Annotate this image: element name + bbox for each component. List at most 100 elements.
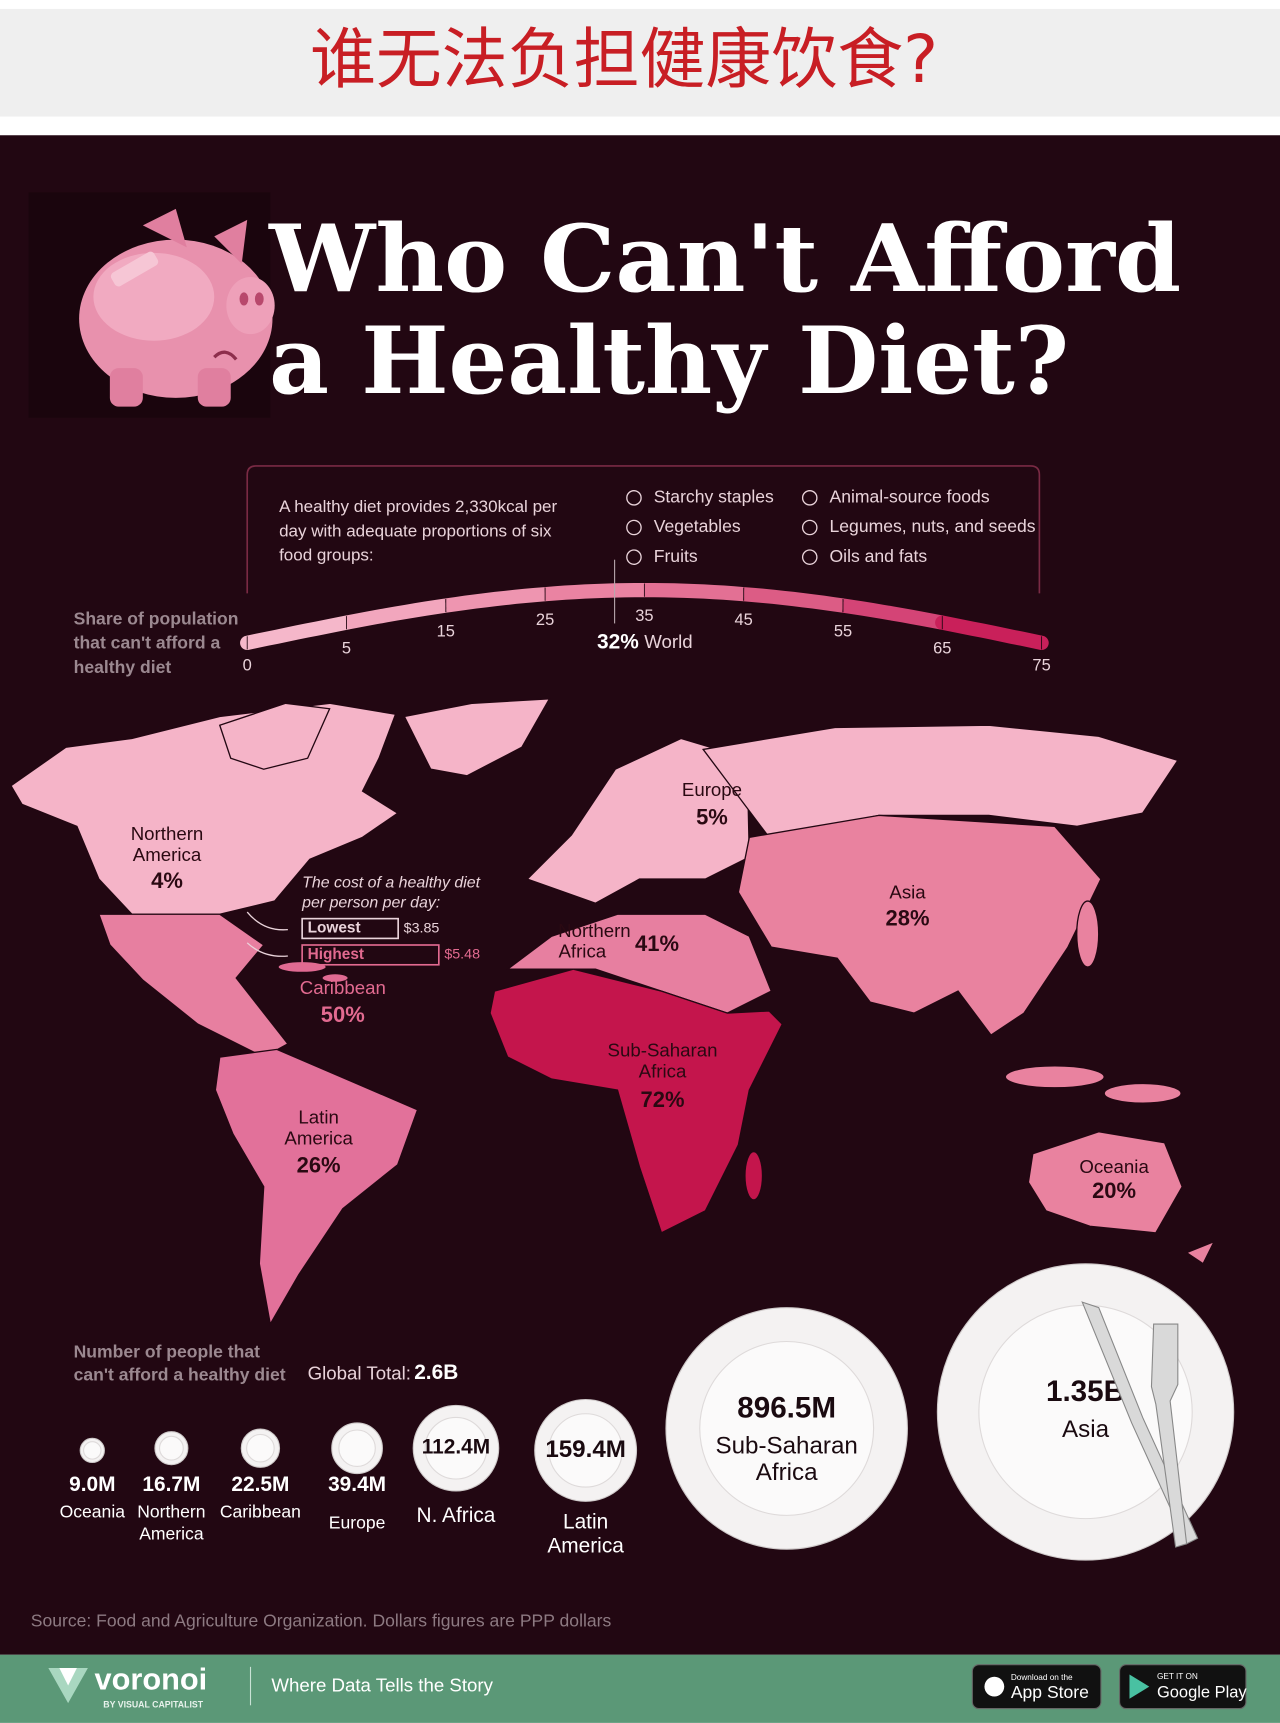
plate-name: Africa: [756, 1459, 818, 1486]
people-label: can't afford a healthy diet: [74, 1364, 286, 1384]
plate-name: America: [139, 1524, 204, 1544]
region-name: Europe: [682, 779, 742, 800]
scale-label: Share of population: [74, 608, 239, 628]
scale-label: that can't afford a: [74, 633, 221, 653]
region-value: 50%: [321, 1002, 365, 1027]
cost-legend: Lowest $3.85 Highest $5.48: [301, 917, 480, 966]
plate-value: 896.5M: [737, 1392, 836, 1425]
plate-name: Asia: [1062, 1416, 1110, 1443]
food-icon: [801, 519, 818, 536]
scale-tick-label: 45: [735, 611, 753, 629]
world-value: 32%: [597, 630, 639, 653]
badge-small: Download on the: [1011, 1673, 1073, 1682]
banner-title: 谁无法负担健康饮食?: [310, 21, 938, 98]
plate-value: 22.5M: [231, 1473, 289, 1496]
brand-sub: BY VISUAL CAPITALIST: [103, 1700, 203, 1710]
region-value: 26%: [297, 1153, 341, 1178]
plate-rim: [158, 1435, 184, 1461]
play-icon: [1129, 1674, 1150, 1699]
people-label: Number of people that: [74, 1341, 261, 1361]
plate-value: 1.35B: [1046, 1375, 1125, 1408]
tagline: Where Data Tells the Story: [271, 1675, 493, 1696]
food-group: Fruits: [654, 546, 698, 566]
scale-segment: [743, 587, 845, 613]
food-group: Vegetables: [654, 516, 741, 536]
region-value: 4%: [151, 868, 183, 893]
scale-segment: [644, 582, 745, 602]
plate-rim: [424, 1416, 488, 1480]
region-labels: NorthernAmerica4%Europe5%Asia28%Northern…: [131, 779, 1150, 1203]
region-name: Oceania: [1079, 1156, 1149, 1177]
scale-tick-label: 15: [437, 622, 455, 640]
scale-label: healthy diet: [74, 657, 172, 677]
food-icon: [801, 490, 818, 506]
intro-frame: [246, 465, 1041, 594]
plate-rim: [699, 1340, 875, 1516]
region-value: 28%: [886, 906, 930, 931]
google-play-badge[interactable]: [1119, 1664, 1247, 1710]
scale-tick-label: 65: [933, 639, 951, 657]
plate-value: 16.7M: [142, 1473, 200, 1496]
region-name: Sub-Saharan: [608, 1040, 718, 1061]
world-name: World: [644, 631, 692, 652]
region-name: Africa: [558, 941, 606, 962]
plate-name: Sub-Saharan: [715, 1433, 857, 1460]
region-name: America: [284, 1127, 353, 1148]
region-value: 41%: [635, 931, 679, 956]
food-icon: [626, 519, 642, 536]
scale-segment: [444, 587, 546, 613]
scale-segment: [544, 582, 645, 602]
cost-label: Lowest: [308, 920, 361, 937]
plate-name: Europe: [329, 1513, 386, 1533]
plate-name: America: [547, 1535, 624, 1558]
cost-value: $3.85: [404, 920, 440, 936]
scale-tick-label: 55: [834, 622, 852, 640]
plate-rim: [83, 1441, 102, 1460]
scale-segment: [240, 615, 354, 650]
brand-logo: [48, 1667, 88, 1704]
region-name: Northern: [558, 920, 631, 941]
plate-name: Caribbean: [220, 1502, 301, 1522]
plate-value: 159.4M: [545, 1436, 626, 1463]
plate-value: 9.0M: [69, 1473, 115, 1496]
region-name: Africa: [639, 1060, 687, 1081]
region-name: Northern: [131, 823, 204, 844]
region-name: Caribbean: [300, 977, 386, 998]
food-icon: [801, 549, 818, 565]
region-value: 20%: [1092, 1178, 1136, 1203]
plate-rim: [246, 1433, 275, 1463]
food-group: Starchy staples: [654, 486, 774, 506]
scale-segment: [842, 598, 944, 630]
intro-text: day with adequate proportions of six: [279, 521, 552, 540]
total-value: 2.6B: [414, 1361, 458, 1384]
plate-rim: [548, 1413, 623, 1488]
source: Source: Food and Agriculture Organizatio…: [31, 1610, 612, 1630]
brand: voronoi: [94, 1661, 207, 1696]
intro-text: food groups:: [279, 546, 374, 565]
share-scale: 0 5 15 25 35 45 55 65 75 32% World: [240, 559, 1051, 674]
plate-name: Oceania: [60, 1502, 126, 1522]
food-icon: [626, 490, 642, 506]
fork: [1150, 1323, 1188, 1548]
food-icon: [626, 549, 642, 565]
scale-tick-label: 25: [536, 611, 554, 629]
cost-arrow: [246, 942, 288, 957]
plate-name: Latin: [563, 1510, 608, 1533]
region-value: 72%: [641, 1087, 685, 1112]
plate-value: 39.4M: [328, 1473, 386, 1496]
plate-rim: [338, 1429, 376, 1467]
food-group: Legumes, nuts, and seeds: [830, 516, 1036, 536]
region-name: Asia: [889, 881, 926, 902]
piggy-bank: [28, 192, 275, 418]
scale-tick-label: 75: [1032, 656, 1050, 674]
food-group: Animal-source foods: [830, 486, 990, 506]
apple-icon: [984, 1676, 1005, 1697]
cost-bar: [301, 917, 399, 940]
title-line: a Healthy Diet?: [269, 306, 1069, 415]
app-store-badge[interactable]: [971, 1664, 1102, 1710]
total-label: Global Total:: [308, 1363, 411, 1384]
scale-tick-label: 0: [243, 656, 252, 674]
title-line: Who Can't Afford: [268, 204, 1181, 313]
plate-name: N. Africa: [417, 1504, 496, 1527]
